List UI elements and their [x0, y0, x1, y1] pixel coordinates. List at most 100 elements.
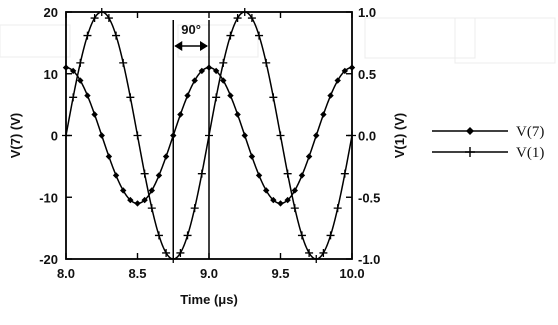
x-tick-label: 8.5 — [128, 266, 146, 281]
point-v1 — [226, 31, 235, 40]
point-v1 — [69, 93, 78, 102]
point-v7 — [177, 111, 184, 118]
point-v1 — [340, 169, 349, 178]
point-v1 — [112, 31, 121, 40]
point-v7 — [69, 67, 77, 75]
point-v1 — [233, 14, 242, 23]
point-v1 — [126, 93, 135, 102]
point-v7 — [62, 64, 70, 71]
point-v7 — [255, 172, 263, 179]
x-tick-label: 9.5 — [271, 266, 289, 281]
legend-label-v1: V(1) — [516, 145, 544, 161]
point-v7 — [141, 196, 148, 204]
point-v7 — [341, 67, 349, 75]
point-v7 — [98, 132, 105, 139]
point-v7 — [184, 92, 191, 99]
y-tick-label: -20 — [39, 252, 58, 267]
legend-marker-v1 — [465, 147, 475, 157]
x-tick-label: 10.0 — [339, 266, 364, 281]
point-v1 — [283, 169, 292, 178]
legend-label-v7: V(7) — [516, 124, 544, 140]
point-v1 — [305, 248, 314, 257]
point-v7 — [148, 187, 155, 194]
point-v7 — [270, 196, 277, 204]
point-v7 — [120, 187, 127, 194]
point-v1 — [140, 169, 149, 178]
point-v7 — [191, 77, 198, 84]
point-v7 — [127, 196, 134, 204]
point-v7 — [313, 132, 320, 139]
point-v7 — [241, 132, 248, 139]
y-tick-label: 10 — [44, 67, 58, 82]
ticks-layer: 8.0 8.5 9.0 9.5 10.0 20 10 0 -10 -20 1.0 0.5 0.0 -0.5… — [39, 5, 380, 281]
point-v7 — [91, 111, 98, 118]
point-v1 — [255, 31, 264, 40]
point-v7 — [334, 77, 341, 84]
y2-axis-label: V(1) (V) — [392, 113, 407, 159]
y-tick-label: 0 — [51, 129, 58, 144]
point-v1 — [319, 248, 328, 257]
point-v1 — [269, 93, 278, 102]
y2-tick-label: 1.0 — [358, 5, 376, 20]
point-v1 — [212, 93, 221, 102]
point-v1 — [90, 14, 99, 23]
y-tick-label: -10 — [39, 190, 58, 205]
point-v7 — [284, 196, 291, 204]
y-axis-label: V(7) (V) — [8, 113, 23, 159]
point-v1 — [97, 8, 106, 16]
point-v1 — [183, 231, 192, 240]
point-v1 — [262, 58, 271, 67]
point-v7 — [155, 172, 163, 179]
annotation-layer — [172, 20, 210, 259]
phase-annotation-label: 90° — [181, 22, 201, 37]
point-v1 — [333, 204, 342, 213]
point-v1 — [104, 14, 113, 23]
legend-marker-v7 — [466, 127, 474, 135]
point-v1 — [276, 131, 285, 140]
point-v7 — [227, 92, 234, 99]
point-v1 — [312, 255, 321, 263]
point-v1 — [348, 131, 356, 140]
point-v7 — [234, 111, 241, 118]
point-v1 — [197, 169, 206, 178]
legend: V(7) V(1) — [432, 124, 544, 161]
point-v7 — [305, 153, 313, 160]
point-v1 — [119, 58, 128, 67]
point-v1 — [62, 131, 70, 140]
point-v7 — [112, 172, 120, 179]
point-v1 — [83, 31, 92, 40]
y2-tick-label: 0.5 — [358, 67, 376, 82]
point-v1 — [147, 204, 156, 213]
point-v1 — [247, 14, 256, 23]
point-v7 — [198, 67, 206, 75]
point-v7 — [105, 153, 113, 160]
point-v1 — [176, 248, 185, 257]
point-v1 — [76, 58, 85, 67]
point-v7 — [212, 67, 220, 75]
point-v1 — [162, 248, 171, 257]
point-v1 — [326, 231, 335, 240]
legend-entry-v1: V(1) — [432, 145, 544, 161]
point-v1 — [133, 131, 142, 140]
point-v7 — [84, 92, 91, 99]
y2-tick-label: -1.0 — [358, 252, 380, 267]
point-v7 — [348, 64, 356, 71]
x-axis-label: Time (μs) — [180, 292, 238, 307]
point-v7 — [263, 187, 270, 194]
point-v1 — [290, 204, 299, 213]
point-v7 — [220, 77, 227, 84]
point-v7 — [77, 77, 84, 84]
point-v7 — [320, 111, 327, 118]
point-v1 — [190, 204, 199, 213]
point-v1 — [219, 58, 228, 67]
phase-arrow-head-left — [174, 41, 183, 51]
point-v7 — [327, 92, 334, 99]
legend-entry-v7: V(7) — [432, 124, 544, 140]
point-v1 — [240, 8, 249, 16]
y2-tick-label: 0.0 — [358, 129, 376, 144]
x-tick-label: 9.0 — [200, 266, 218, 281]
phase-arrow-head-right — [200, 41, 208, 51]
point-v7 — [298, 172, 306, 179]
